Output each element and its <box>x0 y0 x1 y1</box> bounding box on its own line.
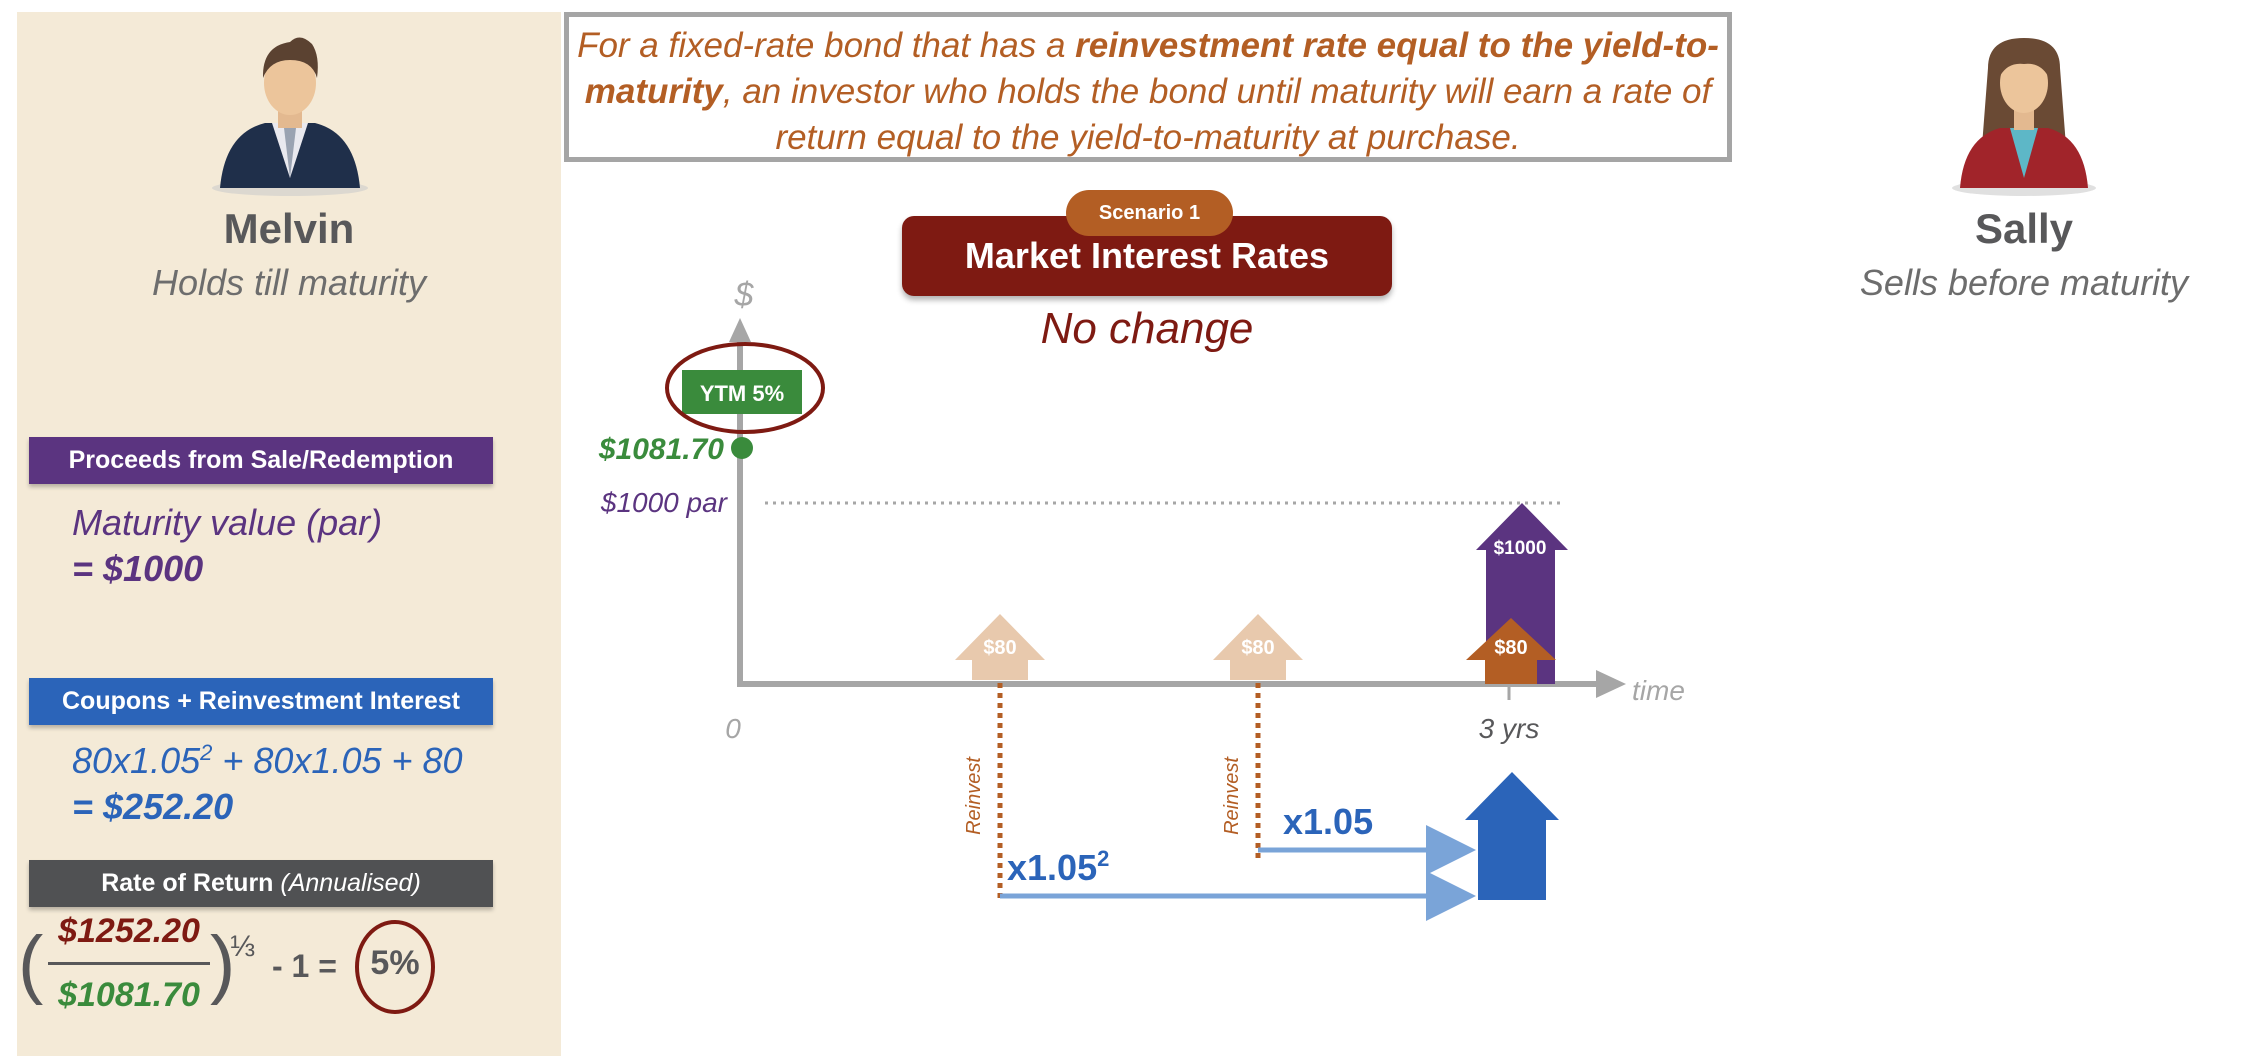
coupons-formula: 80x1.052 + 80x1.05 + 80 <box>72 740 463 782</box>
y-axis-arrowhead <box>729 318 751 342</box>
melvin-role: Holds till maturity <box>151 262 427 303</box>
rate-numerator: $1252.20 <box>58 912 200 950</box>
rate-close-paren: ) <box>210 921 236 1006</box>
growth-label-two-years-base: x1.05 <box>1007 847 1097 888</box>
proceeds-line2: = $1000 <box>72 548 204 589</box>
proceeds-line1: Maturity value (par) <box>72 502 383 543</box>
sally-role: Sells before maturity <box>1859 262 2189 303</box>
coupons-formula-sup: 2 <box>200 740 213 765</box>
accumulated-reinvestment-arrow <box>1465 772 1559 900</box>
statement-bold: reinvestment rate equal to the yield-to-… <box>584 26 1719 111</box>
sally-avatar <box>1952 38 2096 196</box>
x-axis-arrowhead <box>1596 670 1626 698</box>
rate-label: Rate of Return (Annualised) <box>29 860 493 907</box>
proceeds-label: Proceeds from Sale/Redemption <box>29 437 493 484</box>
ytm-badge <box>682 370 802 414</box>
statement-part2: , an investor who holds the bond until m… <box>722 72 1712 157</box>
coupon-arrow-year2 <box>1213 614 1303 680</box>
coupons-formula-b: + 80x1.05 + 80 <box>212 740 463 781</box>
principal-label: $1000 <box>1494 538 1547 559</box>
reinvest-label-year2: Reinvest <box>1221 756 1243 835</box>
coupon-arrow-year3 <box>1466 618 1556 684</box>
rate-minus: - 1 = <box>272 948 337 984</box>
scenario-subtitle: No change <box>1040 304 1254 353</box>
rate-label-text: Rate of Return <box>101 869 274 897</box>
rate-denominator: $1081.70 <box>58 976 200 1014</box>
origin-label: 0 <box>725 713 741 744</box>
scenario-pill: Scenario 1 <box>1066 190 1233 236</box>
sally-name: Sally <box>1974 205 2074 252</box>
y-axis-label: $ <box>734 276 755 314</box>
reinvest-label-year1: Reinvest <box>963 756 985 835</box>
purchase-price-label: $1081.70 <box>598 433 724 466</box>
melvin-avatar <box>212 37 368 196</box>
coupons-result: = $252.20 <box>72 786 234 827</box>
coupon-label-year3: $80 <box>1494 637 1527 659</box>
fraction-bar <box>48 962 210 965</box>
rate-exponent: ⅓ <box>230 930 256 963</box>
x-axis-label: time <box>1632 675 1685 706</box>
growth-label-one-year: x1.05 <box>1283 801 1373 842</box>
growth-label-two-years: x1.052 <box>1007 846 1109 888</box>
purchase-price-dot <box>731 437 753 459</box>
coupon-label-year1: $80 <box>983 637 1016 659</box>
melvin-name: Melvin <box>223 205 355 252</box>
answer-circle <box>355 920 435 1014</box>
market-rates-box: Market Interest Rates <box>902 216 1392 296</box>
statement-part1: For a fixed-rate bond that has a <box>577 26 1076 65</box>
par-label: $1000 par <box>600 487 729 518</box>
rate-label-note: (Annualised) <box>280 869 421 897</box>
ytm-circle <box>665 342 825 434</box>
rate-open-paren: ( <box>18 921 44 1006</box>
growth-label-two-years-sup: 2 <box>1097 846 1109 871</box>
coupon-arrow-year1 <box>955 614 1045 680</box>
coupons-label: Coupons + Reinvestment Interest <box>29 678 493 725</box>
ytm-badge-text: YTM 5% <box>700 381 784 406</box>
coupon-label-year2: $80 <box>1241 637 1274 659</box>
rate-answer: 5% <box>370 944 420 982</box>
maturity-label: 3 yrs <box>1479 713 1540 744</box>
statement-box: For a fixed-rate bond that has a reinves… <box>564 12 1732 162</box>
coupons-formula-a: 80x1.05 <box>72 740 201 781</box>
